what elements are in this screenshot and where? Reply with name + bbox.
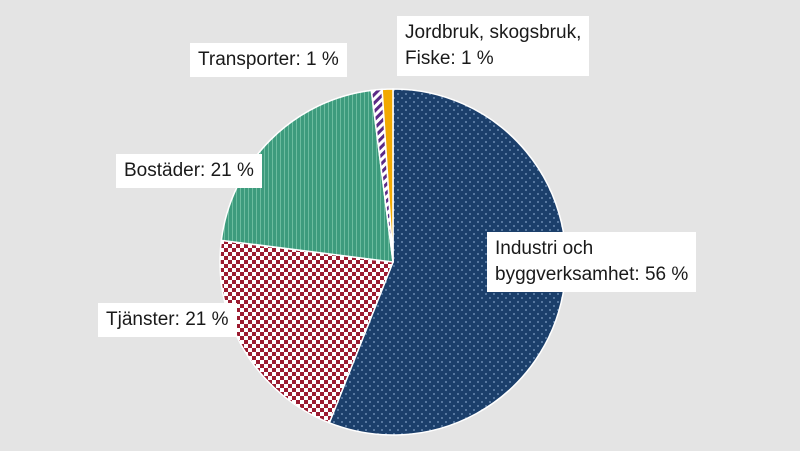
pie-slice-4 <box>381 88 394 263</box>
slice-label-tjanster: Tjänster: 21 % <box>98 303 237 337</box>
pie-slice-2 <box>220 89 394 263</box>
pie-slice-1 <box>219 239 395 424</box>
slice-label-transporter: Transporter: 1 % <box>190 43 347 77</box>
slice-label-industri: Industri och byggverksamhet: 56 % <box>487 232 697 292</box>
pie-slice-0 <box>328 88 567 436</box>
pie-slices <box>219 88 567 436</box>
slice-label-bostader: Bostäder: 21 % <box>116 154 262 188</box>
slice-label-jordbruk: Jordbruk, skogsbruk, Fiske: 1 % <box>397 16 590 76</box>
